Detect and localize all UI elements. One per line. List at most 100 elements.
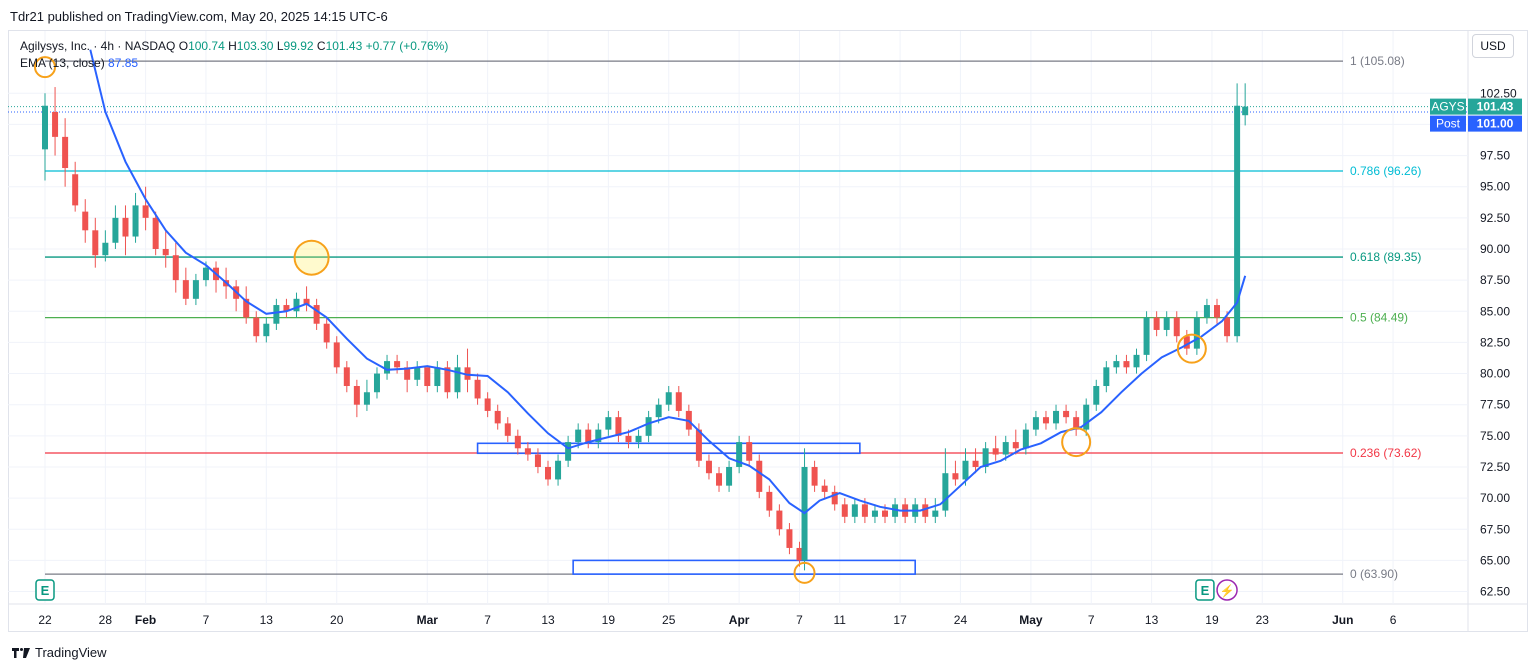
- candle-body: [384, 361, 391, 374]
- price-tag-value-bg: [1468, 115, 1522, 132]
- support-zone-box: [476, 442, 861, 455]
- candle-body: [1032, 417, 1039, 430]
- legend-ohlc-row: Agilysys, Inc. · 4h · NASDAQ O100.74 H10…: [20, 38, 448, 55]
- candle-body: [1042, 417, 1049, 424]
- highlight-circle: [293, 239, 330, 276]
- legend-o-label: O: [178, 39, 189, 53]
- candle-body: [82, 211, 89, 231]
- candle-body: [142, 205, 149, 218]
- time-tick-label: 17: [893, 613, 907, 627]
- candle-body: [353, 386, 360, 405]
- candle-body: [62, 136, 69, 169]
- candle-body: [172, 255, 179, 281]
- candle-body: [152, 217, 159, 249]
- currency-button[interactable]: USD: [1472, 34, 1514, 58]
- candle-body: [404, 367, 411, 380]
- candle-body: [922, 504, 929, 517]
- time-tick-label: 7: [484, 613, 491, 627]
- candle-body: [1224, 317, 1231, 337]
- candle-body: [555, 460, 562, 480]
- legend-h-label: H: [228, 39, 237, 53]
- candle-body: [283, 305, 290, 312]
- candle-body: [635, 435, 642, 443]
- candle-body: [811, 466, 818, 486]
- candle-body: [1053, 410, 1060, 424]
- time-tick-label: 22: [38, 613, 52, 627]
- candle-body: [841, 504, 848, 517]
- price-tag-name: Post: [1436, 117, 1461, 131]
- candle-body: [615, 417, 622, 436]
- price-tick-label: 65.00: [1480, 553, 1510, 567]
- fib-level-label: 0.5 (84.49): [1350, 311, 1408, 325]
- legend-open: 100.74: [188, 39, 225, 53]
- price-tick-label: 62.50: [1480, 585, 1510, 599]
- candle-body: [675, 392, 682, 411]
- candle-body: [524, 448, 531, 455]
- time-tick-label: 24: [954, 613, 968, 627]
- candle-body: [484, 398, 491, 411]
- support-zone-box: [572, 559, 916, 575]
- price-tick-label: 82.50: [1480, 335, 1510, 349]
- price-tick-label: 80.00: [1480, 367, 1510, 381]
- time-tick-label: 19: [1205, 613, 1219, 627]
- fib-level-label: 0.236 (73.62): [1350, 446, 1421, 460]
- candle-body: [871, 510, 878, 517]
- time-tick-label: 7: [203, 613, 210, 627]
- candle-body: [1163, 317, 1170, 330]
- candle-body: [293, 298, 300, 312]
- candle-body: [514, 435, 521, 449]
- candle-body: [1173, 317, 1180, 337]
- time-tick-label: Feb: [135, 613, 156, 627]
- candle-body: [1083, 404, 1090, 430]
- candle-body: [756, 460, 763, 492]
- candle-body: [343, 367, 350, 387]
- legend-c-label: C: [316, 39, 326, 53]
- time-tick-label: 7: [796, 613, 803, 627]
- candle-body: [1242, 106, 1249, 116]
- earnings-marker: [1195, 579, 1215, 601]
- price-tag-name-bg: [1430, 115, 1466, 132]
- time-tick-label: 23: [1256, 613, 1270, 627]
- candle-body: [1103, 367, 1110, 387]
- candle-body: [705, 460, 712, 474]
- time-tick-label: Mar: [417, 613, 439, 627]
- price-tick-label: 102.50: [1480, 86, 1517, 100]
- price-tag-name-bg: [1430, 98, 1466, 115]
- candle-body: [504, 423, 511, 436]
- legend-change: +0.77 (+0.76%): [365, 39, 449, 53]
- candle-body: [831, 491, 838, 505]
- candle-body: [992, 448, 999, 455]
- candle-body: [1193, 317, 1200, 349]
- candle-body: [585, 429, 592, 443]
- fib-level-label: 0.618 (89.35): [1350, 250, 1421, 264]
- price-tick-label: 92.50: [1480, 211, 1510, 225]
- candle-body: [303, 298, 310, 306]
- candle-body: [665, 392, 672, 405]
- price-tick-label: 95.00: [1480, 180, 1510, 194]
- candle-body: [655, 404, 662, 418]
- candle-body: [972, 460, 979, 467]
- earnings-marker: [35, 579, 55, 601]
- candle-body: [1113, 361, 1120, 368]
- legend-ema-value: 87.85: [108, 56, 139, 70]
- highlight-circle: [1061, 427, 1092, 458]
- candle-body: [72, 174, 79, 206]
- footer: TradingView: [12, 645, 107, 660]
- candle-body: [182, 280, 189, 299]
- candle-body: [534, 454, 541, 467]
- time-tick-label: 19: [602, 613, 616, 627]
- candle-body: [202, 267, 209, 281]
- candle-body: [861, 504, 868, 517]
- price-tag-value: 101.00: [1477, 117, 1514, 131]
- candle-body: [474, 379, 481, 399]
- candle-body: [263, 323, 270, 337]
- price-chart[interactable]: 102.50100.0097.5095.0092.5090.0087.5085.…: [0, 0, 1536, 640]
- fib-level-label: 0.786 (96.26): [1350, 164, 1421, 178]
- candle-body: [645, 417, 652, 436]
- candle-body: [962, 460, 969, 480]
- candle-body: [42, 105, 48, 150]
- legend-l-label: L: [276, 39, 284, 53]
- candle-body: [112, 217, 119, 243]
- price-tag-name: AGYS: [1431, 100, 1464, 114]
- candle-body: [565, 442, 572, 461]
